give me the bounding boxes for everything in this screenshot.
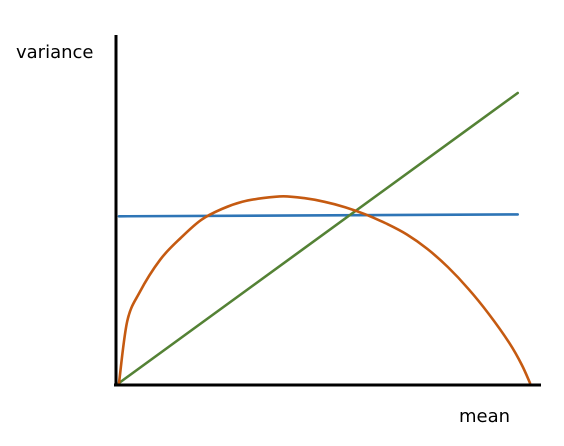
- y-axis-label: variance: [16, 44, 94, 62]
- series-line-3: [119, 196, 530, 383]
- series-line-1: [119, 214, 518, 216]
- series-layer: [119, 93, 530, 383]
- series-line-2: [119, 93, 518, 383]
- x-axis-label: mean: [459, 408, 510, 426]
